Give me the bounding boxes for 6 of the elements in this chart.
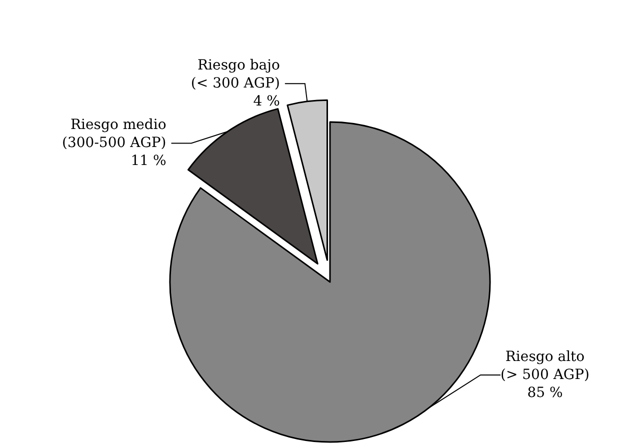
slice-label: Riesgo alto (> 500 AGP) — [500, 349, 590, 383]
slice-label: Riesgo bajo (< 300 AGP) — [190, 58, 280, 92]
data-label: 11 % — [130, 153, 166, 170]
data-label: 85 % — [527, 385, 563, 401]
data-label: 4 % — [253, 94, 280, 110]
slice-label: Riesgo medio (300-500 AGP) — [62, 117, 166, 152]
